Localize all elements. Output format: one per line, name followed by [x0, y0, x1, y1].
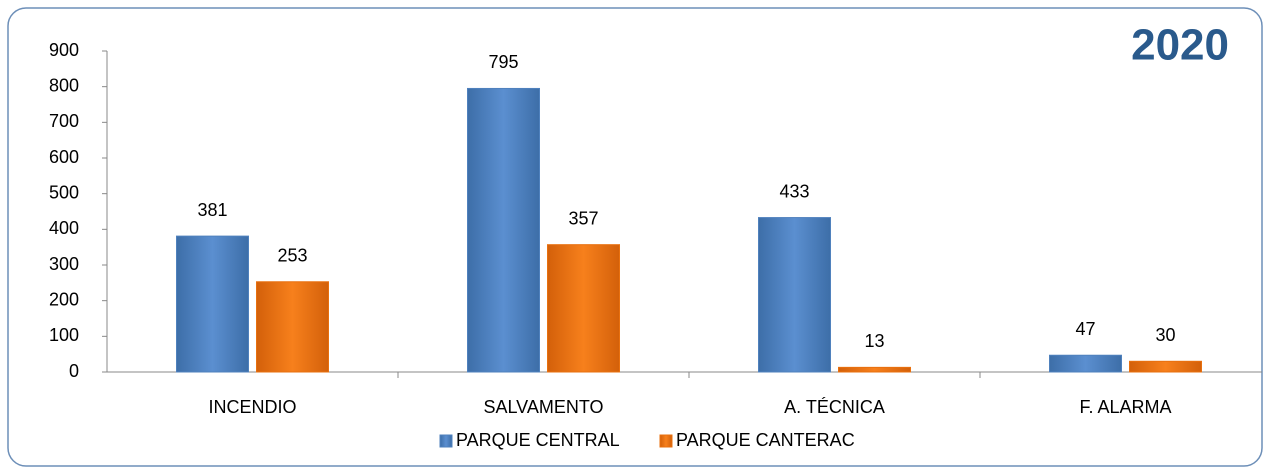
bar [547, 244, 620, 373]
y-tick-label: 300 [49, 254, 79, 274]
y-tick-label: 700 [49, 111, 79, 131]
bar [1049, 354, 1122, 373]
bar [838, 366, 911, 373]
data-label: 253 [277, 246, 307, 266]
data-label: 795 [488, 52, 518, 72]
x-tick-label: A. TÉCNICA [784, 397, 885, 417]
data-label: 30 [1155, 325, 1175, 345]
y-tick-label: 500 [49, 182, 79, 202]
legend-swatch [439, 434, 453, 448]
y-tick-label: 600 [49, 147, 79, 167]
chart-title: 2020 [1131, 21, 1229, 70]
x-tick-label: F. ALARMA [1079, 397, 1171, 417]
y-tick-label: 200 [49, 289, 79, 309]
y-tick-label: 800 [49, 75, 79, 95]
y-tick-label: 0 [69, 361, 79, 381]
bar [176, 235, 249, 373]
data-label: 13 [864, 331, 884, 351]
bar [467, 87, 540, 373]
bar [758, 217, 831, 373]
x-tick-label: SALVAMENTO [483, 397, 603, 417]
bar [256, 281, 329, 373]
legend-swatch [659, 434, 673, 448]
legend-label: PARQUE CANTERAC [676, 430, 855, 450]
y-tick-label: 400 [49, 218, 79, 238]
data-label: 381 [197, 200, 227, 220]
bar [1129, 360, 1202, 373]
data-label: 433 [779, 181, 809, 201]
legend-label: PARQUE CENTRAL [456, 430, 620, 450]
data-label: 357 [568, 208, 598, 228]
y-tick-label: 100 [49, 325, 79, 345]
x-tick-label: INCENDIO [208, 397, 296, 417]
data-label: 47 [1075, 319, 1095, 339]
y-tick-label: 900 [49, 40, 79, 60]
